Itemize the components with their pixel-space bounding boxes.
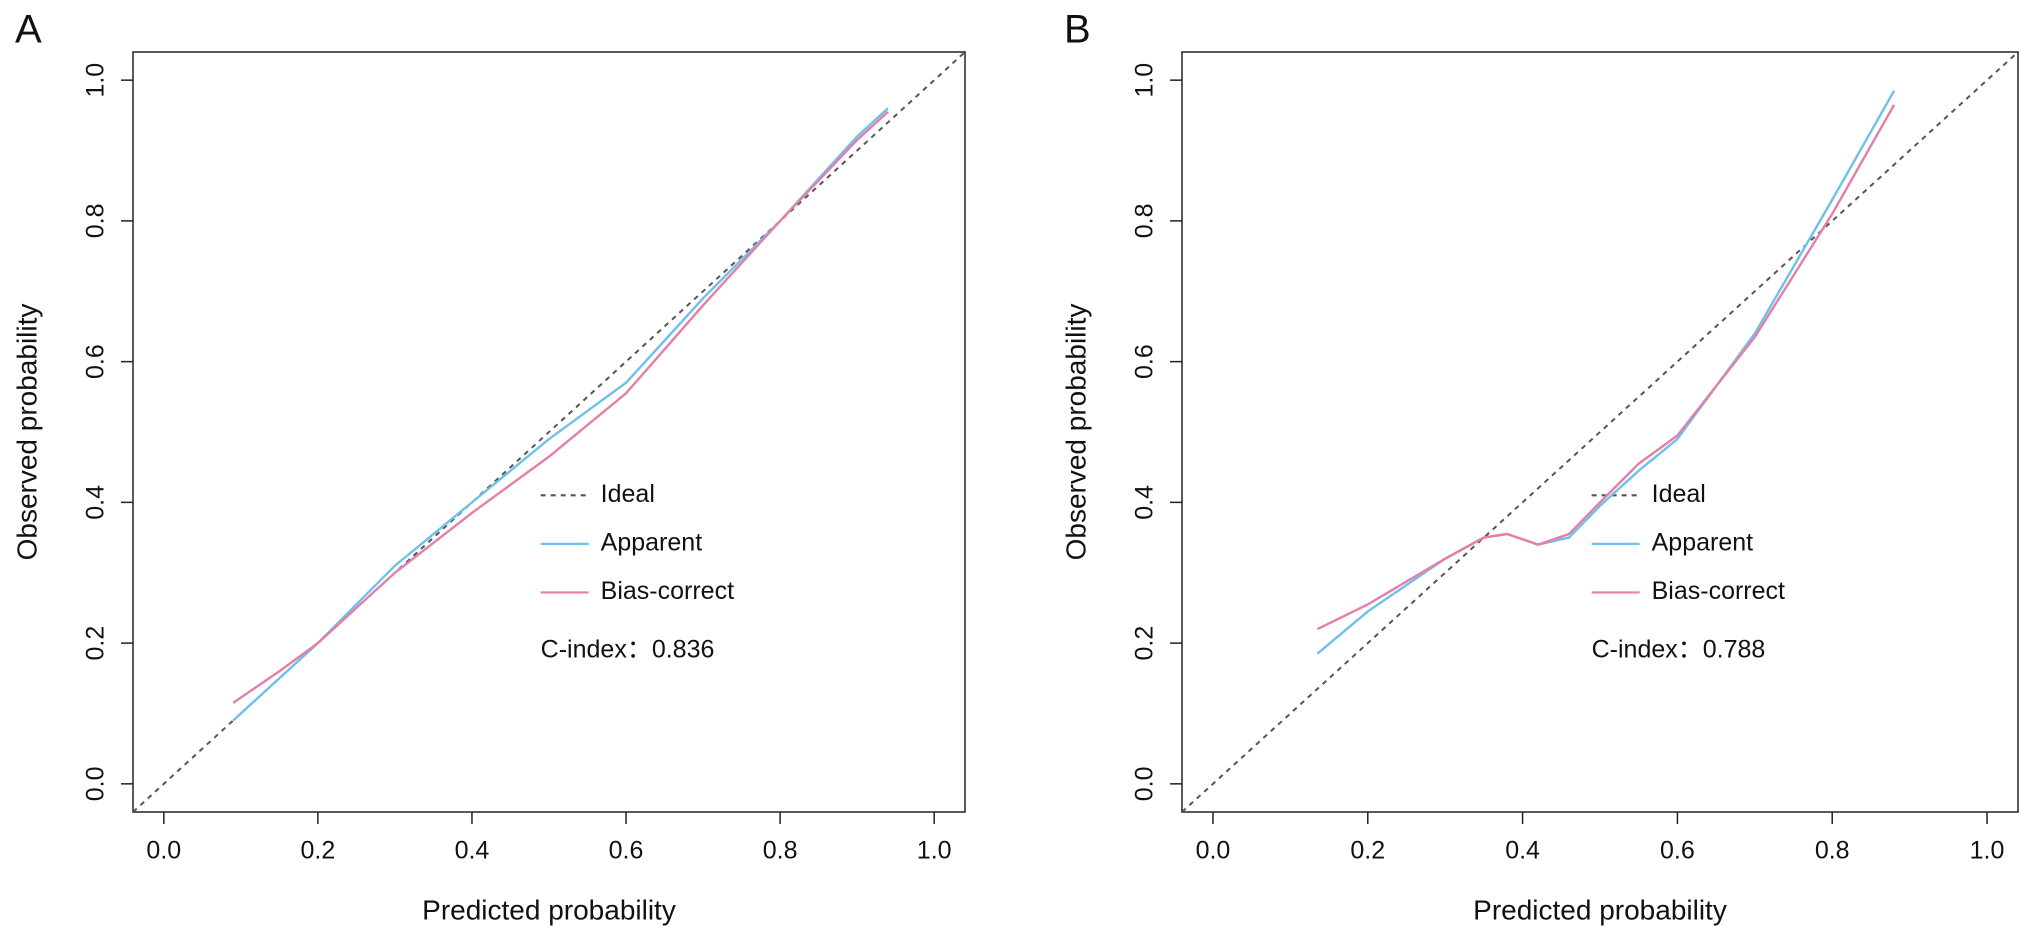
plot-frame (1181, 51, 2019, 813)
y-tick-label: 1.0 (1131, 63, 1159, 98)
series-line (1316, 90, 1896, 655)
legend-label: Bias-correct (1652, 577, 1785, 605)
x-axis-label: Predicted probability (422, 894, 676, 925)
y-tick-label: 1.0 (82, 63, 110, 98)
y-tick-label: 0.8 (82, 204, 110, 239)
x-tick-label: 0.2 (1350, 837, 1385, 865)
x-tick-label: 0.6 (1660, 837, 1695, 865)
x-tick-label: 0.4 (455, 837, 490, 865)
y-tick-label: 0.2 (1131, 626, 1159, 661)
panel-label: A (15, 8, 42, 52)
legend-label: Bias-correct (601, 577, 734, 605)
series-line (1182, 52, 2018, 812)
series-line (232, 107, 889, 722)
x-tick-label: 0.0 (146, 837, 181, 865)
legend-label: Ideal (601, 480, 655, 508)
panel-label: B (1064, 8, 1091, 52)
y-tick-label: 0.4 (1131, 485, 1159, 520)
x-tick-label: 0.4 (1505, 837, 1540, 865)
plot-frame (132, 51, 966, 813)
legend-label: Apparent (601, 528, 703, 556)
y-axis-label: Observed probability (1060, 304, 1091, 561)
y-tick-label: 0.4 (82, 485, 110, 520)
y-tick-label: 0.8 (1131, 204, 1159, 239)
y-tick-label: 0.0 (1131, 766, 1159, 801)
x-tick-label: 1.0 (1970, 837, 2005, 865)
annotation: C-index：0.788 (1592, 636, 1766, 664)
x-tick-label: 0.2 (301, 837, 336, 865)
y-tick-label: 0.6 (1131, 344, 1159, 379)
y-tick-label: 0.6 (82, 344, 110, 379)
annotation: C-index：0.836 (541, 636, 715, 664)
series-line (232, 110, 889, 704)
y-tick-label: 0.0 (82, 766, 110, 801)
x-tick-label: 0.6 (609, 837, 644, 865)
series-line (133, 52, 965, 812)
x-axis-label: Predicted probability (1473, 894, 1727, 925)
y-axis-label: Observed probability (11, 304, 42, 561)
y-tick-label: 0.2 (82, 626, 110, 661)
series-line (1316, 104, 1896, 631)
legend-label: Apparent (1652, 528, 1754, 556)
x-tick-label: 0.0 (1196, 837, 1231, 865)
legend-label: Ideal (1652, 480, 1706, 508)
x-tick-label: 0.8 (763, 837, 798, 865)
x-tick-label: 1.0 (917, 837, 952, 865)
x-tick-label: 0.8 (1815, 837, 1850, 865)
